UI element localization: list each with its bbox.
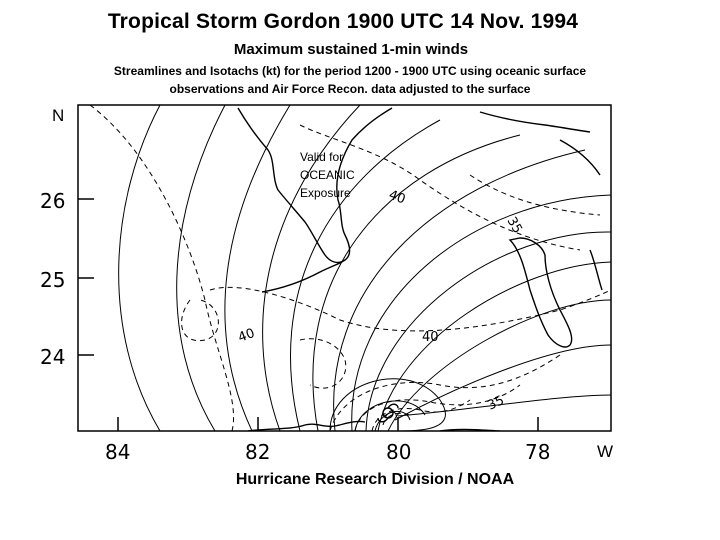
north-label: N bbox=[52, 106, 65, 125]
coastlines bbox=[237, 107, 603, 431]
longitude-label-82: 82 bbox=[245, 440, 271, 464]
latitude-label-25: 25 bbox=[40, 268, 66, 292]
latitude-label-24: 24 bbox=[40, 345, 66, 369]
longitude-label-78: 78 bbox=[525, 440, 551, 464]
isotach-label: 35 bbox=[485, 393, 506, 414]
description-line-2: observations and Air Force Recon. data a… bbox=[169, 82, 531, 96]
footer-credit: Hurricane Research Division / NOAA bbox=[235, 471, 515, 488]
valid-note-line: Exposure bbox=[300, 186, 351, 200]
west-label: W bbox=[597, 442, 614, 461]
isotach-label: 35 bbox=[504, 215, 525, 237]
valid-note-line: Valid for bbox=[300, 150, 344, 164]
latitude-label-26: 26 bbox=[40, 189, 66, 213]
isotach-label: 40 bbox=[422, 330, 439, 345]
longitude-label-84: 84 bbox=[105, 440, 131, 464]
description-line-1: Streamlines and Isotachs (kt) for the pe… bbox=[113, 64, 587, 78]
longitude-label-80: 80 bbox=[386, 440, 412, 464]
axis-ticks bbox=[78, 198, 539, 431]
isotach-label: 40 bbox=[236, 326, 257, 346]
page-title: Tropical Storm Gordon 1900 UTC 14 Nov. 1… bbox=[107, 10, 579, 33]
valid-note: Valid for OCEANIC Exposure bbox=[300, 148, 355, 202]
isotach-labels: 40 40 40 35 35 bbox=[236, 188, 525, 414]
map-frame bbox=[77, 104, 612, 432]
page-subtitle: Maximum sustained 1-min winds bbox=[233, 41, 469, 58]
valid-note-line: OCEANIC bbox=[300, 168, 355, 182]
isotachs bbox=[89, 105, 611, 431]
isotach-label: 40 bbox=[387, 188, 408, 208]
storm-center-symbol bbox=[377, 403, 399, 423]
streamlines bbox=[118, 105, 611, 431]
